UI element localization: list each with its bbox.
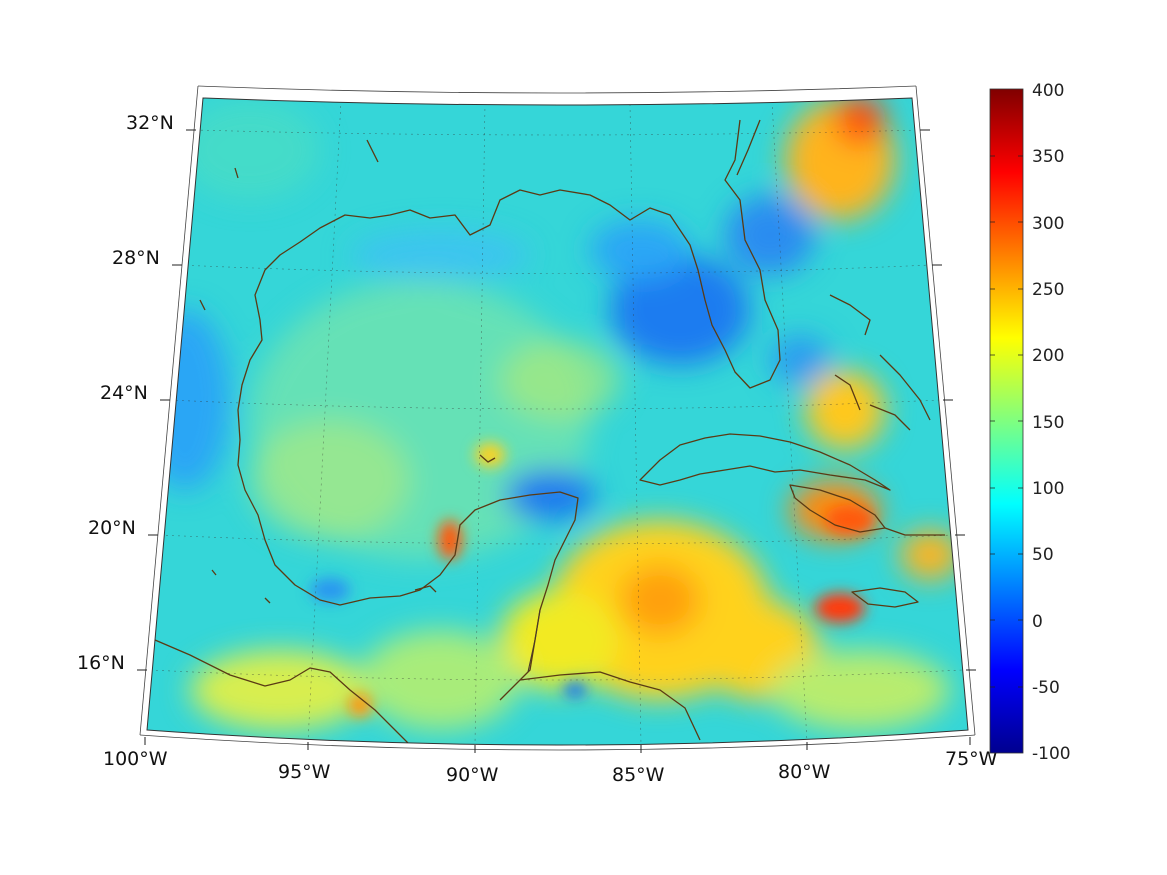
lon-label-80w: 80°W: [778, 761, 831, 783]
lon-label-95w: 95°W: [278, 761, 331, 783]
lat-label-24: 24°N: [100, 382, 148, 404]
colorbar-label-350: 350: [1032, 147, 1064, 167]
colorbar-label-200: 200: [1032, 346, 1064, 366]
colorbar-label-minus100: -100: [1032, 744, 1071, 764]
graticule: [149, 99, 963, 745]
colorbar-label-300: 300: [1032, 214, 1064, 234]
latitude-labels: 32°N 28°N 24°N 20°N 16°N: [77, 112, 174, 674]
coastlines: [154, 119, 945, 745]
map-frame: [137, 85, 976, 753]
lat-label-28: 28°N: [112, 247, 160, 269]
colorbar-ticks: [990, 155, 1023, 688]
lat-label-20: 20°N: [88, 517, 136, 539]
lon-label-75w: 75°W: [945, 748, 998, 770]
colorbar-label-250: 250: [1032, 280, 1064, 300]
colorbar-label-50: 50: [1032, 545, 1054, 565]
data-field: [147, 98, 968, 745]
lon-label-100w: 100°W: [103, 748, 168, 770]
lon-label-90w: 90°W: [446, 764, 499, 786]
colorbar-label-100: 100: [1032, 479, 1064, 499]
borders: [527, 609, 541, 673]
lon-label-85w: 85°W: [612, 764, 665, 786]
colorbar-label-150: 150: [1032, 413, 1064, 433]
colorbar-label-minus50: -50: [1032, 678, 1060, 698]
colorbar-label-0: 0: [1032, 612, 1043, 632]
lat-label-16: 16°N: [77, 652, 125, 674]
colorbar-gradient: [989, 88, 1024, 754]
colorbar: 400 350 300 250 200 150 100 50 0 -50 -10…: [989, 81, 1071, 764]
lat-label-32: 32°N: [126, 112, 174, 134]
colorbar-label-400: 400: [1032, 81, 1064, 101]
longitude-labels: 100°W 95°W 90°W 85°W 80°W 75°W: [103, 748, 998, 786]
